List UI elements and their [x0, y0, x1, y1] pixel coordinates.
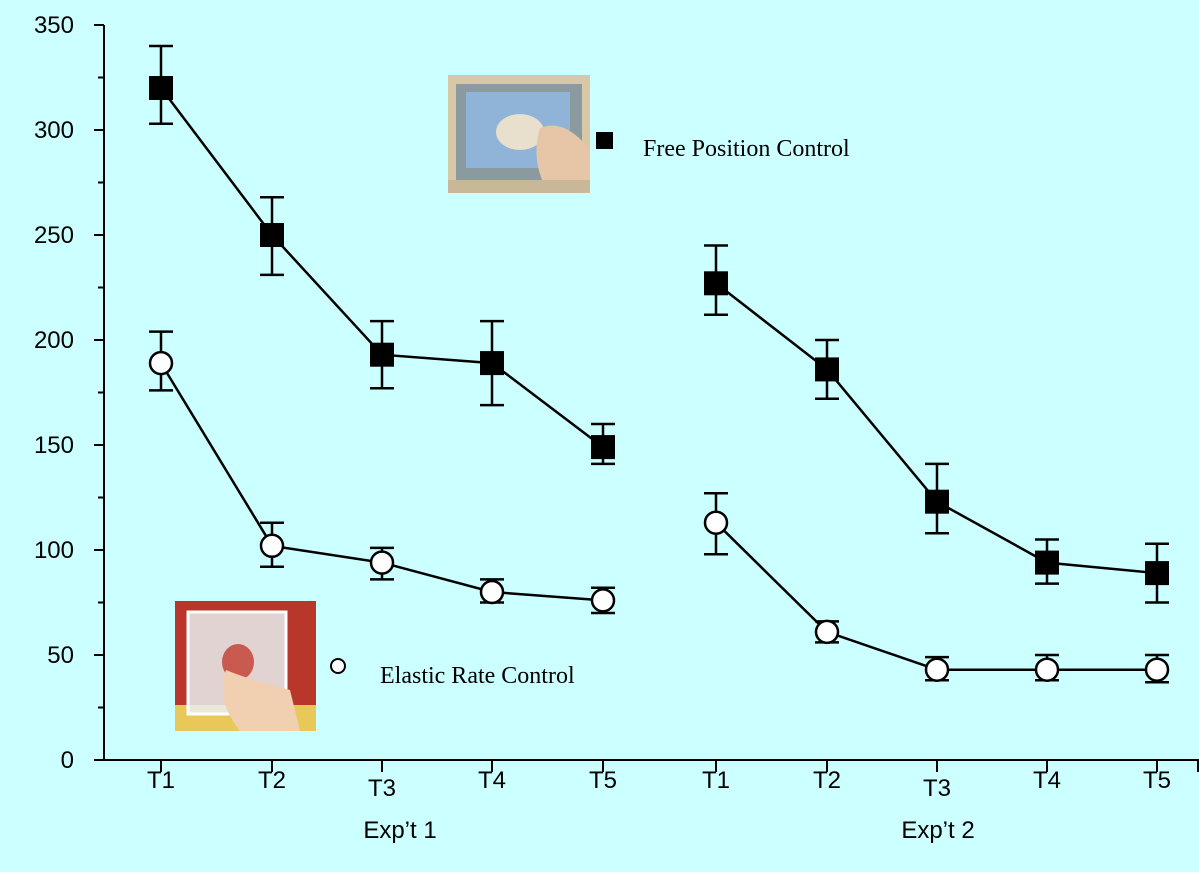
data-point-free-position	[704, 271, 728, 296]
x-tick-label: T3	[368, 775, 396, 802]
data-point-free-position	[149, 76, 173, 100]
group-label-exp2: Exp’t 2	[901, 817, 974, 844]
y-tick-label: 350	[34, 12, 74, 39]
legend-marker-square	[596, 132, 613, 149]
x-tick-label: T4	[478, 767, 506, 794]
data-point-free-position	[1035, 550, 1059, 575]
x-tick-label: T2	[813, 767, 841, 794]
data-point-elastic-rate	[479, 579, 505, 605]
x-axis: T1 T2 T3 T4 T5 T1 T2 T3 T4 T5 Exp’t 1 Exp’t 2	[104, 759, 1199, 844]
x-tick-label: T5	[1143, 767, 1171, 794]
legend-marker-circle	[330, 658, 346, 674]
data-point-elastic-rate	[1034, 657, 1060, 682]
x-tick-label: T1	[702, 767, 730, 794]
data-point-elastic-rate	[924, 657, 950, 682]
data-point-elastic-rate	[814, 619, 840, 645]
y-tick-label: 250	[34, 222, 74, 249]
data-point-elastic-rate	[369, 550, 395, 575]
legend-label-free-position: Free Position Control	[643, 136, 850, 162]
group-label-exp1: Exp’t 1	[363, 817, 436, 844]
x-tick-label: T5	[589, 767, 617, 794]
data-point-free-position	[260, 223, 284, 247]
data-point-elastic-rate	[148, 350, 174, 376]
data-point-free-position	[591, 435, 615, 460]
data-point-elastic-rate	[703, 510, 729, 535]
series-layer	[148, 44, 1170, 684]
y-tick-label: 50	[47, 642, 74, 669]
data-point-elastic-rate	[1144, 657, 1170, 682]
y-tick-label: 100	[34, 537, 74, 564]
y-tick-label: 0	[61, 747, 74, 774]
x-tick-label: T3	[923, 775, 951, 802]
series-line-elastic-rate	[715, 521, 1157, 671]
x-tick-label: T2	[258, 767, 286, 794]
legend-elastic-rate: Elastic Rate Control	[175, 601, 575, 731]
data-point-free-position	[925, 489, 949, 514]
data-point-free-position	[370, 342, 394, 367]
data-point-elastic-rate	[590, 588, 616, 613]
x-tick-label: T4	[1033, 767, 1061, 794]
y-tick-label: 300	[34, 117, 74, 144]
photo-elastic-device-hand-icon	[175, 601, 316, 731]
data-point-elastic-rate	[259, 533, 285, 559]
data-point-free-position	[1145, 561, 1169, 586]
data-point-free-position	[480, 351, 504, 376]
legend-label-elastic-rate: Elastic Rate Control	[380, 663, 575, 689]
data-point-free-position	[815, 357, 839, 382]
group-labels: Exp’t 1 Exp’t 2	[363, 817, 974, 844]
photo-touchscreen-hand-icon	[448, 75, 590, 193]
legend-free-position: Free Position Control	[448, 75, 850, 193]
x-tick-label: T1	[147, 767, 175, 794]
y-tick-label: 200	[34, 327, 74, 354]
y-axis: 0 50 100 150 200 250 300 350	[34, 12, 105, 774]
y-tick-label: 150	[34, 432, 74, 459]
